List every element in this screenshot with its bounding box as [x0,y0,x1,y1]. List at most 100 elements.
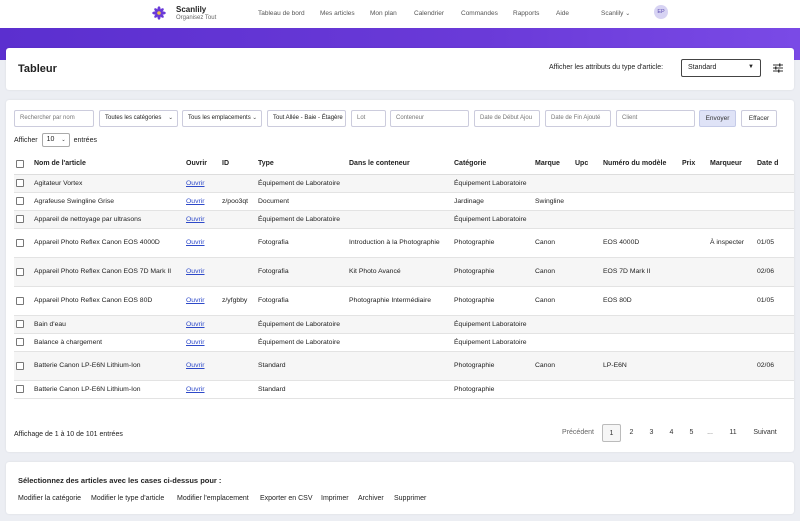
column-header-upc[interactable]: Upc [573,154,601,175]
clear-button[interactable]: Effacer [741,110,777,127]
pagination-page-4[interactable]: 4 [669,429,674,436]
table-row[interactable]: Batterie Canon LP-E6N Lithium-Ion Ouvrir S… [14,351,794,381]
column-header-type[interactable]: Type [256,154,347,175]
row-checkbox[interactable] [16,296,24,305]
pagination-page-5[interactable]: 5 [689,429,694,436]
table-row[interactable]: Agrafeuse Swingline Grise Ouvrir z/poo3qt D… [14,192,794,211]
avatar[interactable]: EP [654,5,668,19]
cell-item-name: Appareil Photo Reflex Canon EOS 80D [32,286,184,316]
pagination-page-2[interactable]: 2 [629,429,634,436]
cell-id [220,333,256,352]
column-header-price[interactable]: Prix [680,154,708,175]
filter-settings-icon[interactable] [772,62,784,74]
row-checkbox[interactable] [16,179,24,187]
aisle-bay-shelf-filter[interactable]: Tout Allée - Baie - Étagère [267,110,346,127]
chevron-down-icon: ⌄ [61,137,66,143]
pagination-next[interactable]: Suivant [753,429,777,436]
column-header-marker[interactable]: Marqueur [708,154,755,175]
attribute-type-label: Afficher les attributs du type d'article… [549,64,664,71]
brand-logo-icon[interactable] [152,6,166,20]
category-filter[interactable]: Toutes les catégories ⌄ [99,110,178,127]
row-checkbox[interactable] [16,385,24,393]
entries-select[interactable]: 10 ⌄ [41,133,70,147]
nav-link-help[interactable]: Aide [556,10,570,17]
cell-upc [573,333,601,352]
column-header-id[interactable]: ID [220,154,256,175]
row-checkbox[interactable] [16,320,24,328]
search-input[interactable]: Rechercher par nom [14,110,94,127]
cell-brand: Canon [533,286,573,316]
nav-link-orders[interactable]: Commandes [461,10,498,17]
end-date-input[interactable]: Date de Fin Ajouté [545,110,611,127]
bulk-edit-category[interactable]: Modifier la catégorie [18,495,82,502]
row-select-cell [14,210,32,229]
column-header-brand[interactable]: Marque [533,154,573,175]
nav-link-calendar[interactable]: Calendrier [414,10,444,17]
lot-input[interactable]: Lot [351,110,386,127]
container-input[interactable]: Conteneur [390,110,469,127]
account-switcher[interactable]: Scanlily ⌄ [601,10,630,17]
cell-marker [708,315,755,334]
table-row[interactable]: Appareil Photo Reflex Canon EOS 4000D Ouv… [14,228,794,258]
cell-model-number: LP-E6N [601,351,680,381]
pagination-page-11[interactable]: 11 [729,429,737,436]
row-checkbox[interactable] [16,361,24,370]
row-checkbox[interactable] [16,197,24,205]
bulk-print[interactable]: Imprimer [321,495,349,502]
row-checkbox[interactable] [16,267,24,276]
row-checkbox[interactable] [16,215,24,223]
column-header-open[interactable]: Ouvrir [184,154,220,175]
nav-link-my-items[interactable]: Mes articles [320,10,355,17]
table-row[interactable]: Agitateur Vortex Ouvrir Équipement de Labo… [14,174,794,193]
open-item-link[interactable]: Ouvrir [186,268,205,275]
column-header-name[interactable]: Nom de l'article [32,154,184,175]
nav-link-dashboard[interactable]: Tableau de bord [258,10,305,17]
open-item-link[interactable]: Ouvrir [186,362,205,369]
cell-date [755,210,794,229]
pagination-page-3[interactable]: 3 [649,429,654,436]
select-all-checkbox[interactable] [16,159,24,168]
bulk-edit-item-type[interactable]: Modifier le type d'article [91,495,165,502]
bulk-export-csv[interactable]: Exporter en CSV [260,495,313,502]
start-date-input[interactable]: Date de Début Ajou [474,110,540,127]
pagination-previous[interactable]: Précédent [562,429,594,436]
row-checkbox[interactable] [16,238,24,247]
bulk-actions-title: Sélectionnez des articles avec les cases… [18,476,222,485]
spreadsheet-card: Rechercher par nom Toutes les catégories… [6,100,794,452]
bulk-edit-location[interactable]: Modifier l'emplacement [177,495,249,502]
bulk-archive[interactable]: Archiver [358,495,384,502]
column-header-model-number[interactable]: Numéro du modèle [601,154,680,175]
table-row[interactable]: Appareil Photo Reflex Canon EOS 80D Ouvri… [14,286,794,316]
open-item-link[interactable]: Ouvrir [186,179,205,187]
aisle-bay-shelf-value: Tout Allée - Baie - Étagère [273,115,343,121]
brand-name[interactable]: Scanlily [176,5,207,14]
send-button[interactable]: Envoyer [699,110,736,127]
location-filter[interactable]: Tous les emplacements ⌄ [182,110,262,127]
nav-link-my-plan[interactable]: Mon plan [370,10,397,17]
row-select-cell [14,333,32,352]
open-item-link[interactable]: Ouvrir [186,338,205,346]
pagination-page-1[interactable]: 1 [602,424,621,442]
column-header-container[interactable]: Dans le conteneur [347,154,452,175]
column-header-category[interactable]: Catégorie [452,154,533,175]
bulk-delete[interactable]: Supprimer [394,495,427,502]
table-row[interactable]: Balance à chargement Ouvrir Équipement de … [14,333,794,352]
row-checkbox[interactable] [16,338,24,346]
nav-link-reports[interactable]: Rapports [513,10,540,17]
table-row[interactable]: Bain d'eau Ouvrir Équipement de Laboratoir… [14,315,794,334]
open-item-link[interactable]: Ouvrir [186,320,205,328]
cell-item-name: Appareil de nettoyage par ultrasons [32,210,184,229]
open-item-link[interactable]: Ouvrir [186,239,205,246]
open-item-link[interactable]: Ouvrir [186,297,205,304]
open-item-link[interactable]: Ouvrir [186,215,205,223]
open-item-link[interactable]: Ouvrir [186,385,205,393]
open-item-link[interactable]: Ouvrir [186,197,205,205]
table-row[interactable]: Batterie Canon LP-E6N Lithium-Ion Ouvrir S… [14,380,794,399]
cell-date [755,174,794,193]
attribute-type-select[interactable]: Standard ▼ [681,59,761,77]
client-input[interactable]: Client [616,110,695,127]
cell-item-name: Bain d'eau [32,315,184,334]
table-row[interactable]: Appareil Photo Reflex Canon EOS 7D Mark … [14,257,794,287]
column-header-date[interactable]: Date d [755,154,794,175]
table-row[interactable]: Appareil de nettoyage par ultrasons Ouvri… [14,210,794,229]
